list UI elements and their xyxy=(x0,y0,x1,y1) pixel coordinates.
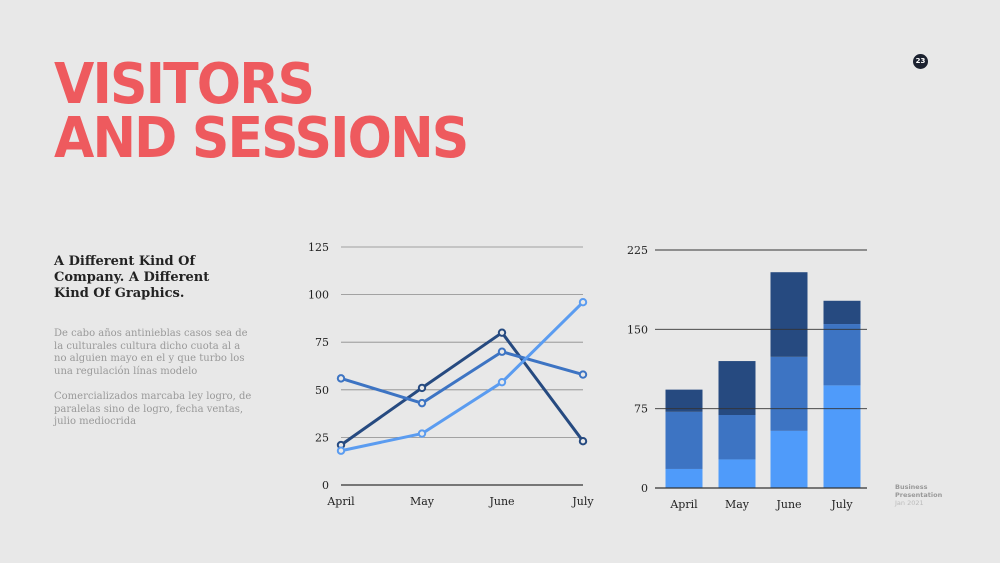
line-point xyxy=(417,429,427,438)
footer-date: Jan 2021 xyxy=(895,499,924,507)
bar-segment xyxy=(665,411,703,469)
line-point xyxy=(417,383,427,393)
slide-title: VISITORS AND SESSIONS xyxy=(54,52,469,171)
line-point xyxy=(497,347,507,356)
bar-segment xyxy=(718,361,756,416)
line-point xyxy=(578,437,588,446)
bar-segment xyxy=(770,356,808,431)
body-paragraph-2: Comercializados marcaba ley logro, de pa… xyxy=(54,391,252,427)
bar-y-tick-label: 150 xyxy=(627,323,648,336)
bar-y-tick-label: 225 xyxy=(627,244,648,257)
line-x-tick-label: July xyxy=(571,495,594,508)
line-y-tick-label: 25 xyxy=(315,431,329,444)
line-series-1 xyxy=(339,331,585,447)
line-x-tick-label: May xyxy=(410,495,435,508)
line-x-tick-label: April xyxy=(326,495,355,508)
bar-segment xyxy=(665,468,703,488)
bar-segment xyxy=(718,415,756,460)
line-y-tick-label: 50 xyxy=(315,384,329,397)
footer: Business Presentation Jan 2021 xyxy=(895,483,942,507)
bar-segment xyxy=(665,389,703,412)
line-point xyxy=(417,398,427,408)
line-series-3 xyxy=(339,300,585,453)
line-series-2 xyxy=(339,350,585,405)
title-line-2: AND SESSIONS xyxy=(54,106,469,171)
line-point xyxy=(578,298,588,307)
bar-segment xyxy=(823,385,861,488)
line-y-tick-label: 100 xyxy=(308,289,329,302)
bar-y-tick-label: 75 xyxy=(634,403,648,416)
bar-x-tick-label: July xyxy=(830,498,853,511)
bar-x-tick-label: April xyxy=(669,498,698,511)
line-point xyxy=(497,377,507,387)
line-point xyxy=(336,374,346,383)
bar-segment xyxy=(718,459,756,488)
subtitle: A Different Kind Of Company. A Different… xyxy=(54,254,210,301)
bar-segment xyxy=(770,430,808,488)
line-point xyxy=(336,446,346,455)
page-number-badge: 23 xyxy=(913,54,928,69)
title-line-1: VISITORS xyxy=(54,52,315,117)
line-x-tick-label: June xyxy=(488,495,514,508)
bar-x-tick-label: May xyxy=(725,498,750,511)
line-point xyxy=(497,328,507,337)
body-paragraph-1: De cabo años antinieblas casos sea de la… xyxy=(54,328,248,377)
bar-x-tick-label: June xyxy=(775,498,801,511)
bar-segment xyxy=(823,300,861,325)
footer-line-2: Presentation xyxy=(895,491,943,499)
bar-segment xyxy=(770,272,808,357)
bar-y-tick-label: 0 xyxy=(641,482,648,495)
bar-segment xyxy=(823,324,861,386)
line-y-tick-label: 125 xyxy=(308,241,329,254)
footer-line-1: Business xyxy=(895,483,928,491)
line-y-tick-label: 0 xyxy=(322,479,329,492)
line-point xyxy=(578,370,588,379)
line-y-tick-label: 75 xyxy=(315,336,329,349)
